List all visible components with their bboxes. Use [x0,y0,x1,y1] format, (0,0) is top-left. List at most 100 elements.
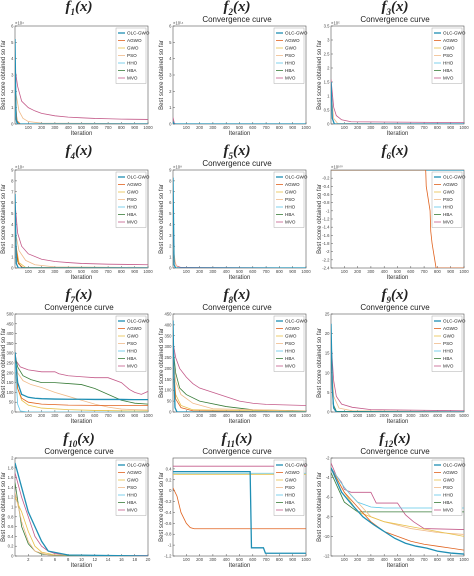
x-axis-label: Iteration [229,275,251,281]
y-tick-label: -8 [326,514,330,519]
y-tick-label: 15 [325,351,330,356]
x-tick-label: 400 [223,125,231,130]
x-tick-label: 1000 [143,413,153,418]
x-tick-label: 900 [289,125,297,130]
y-tick-label: -0.2 [164,499,172,504]
y-tick-label: 1 [11,105,14,110]
chart-title-function: f [381,287,387,303]
x-tick-label: 600 [249,125,257,130]
y-tick-label: 100 [165,388,173,393]
x-tick-label: 500 [341,413,349,418]
y-tick-label: 5 [169,40,172,45]
legend-entry: HHO [127,205,138,210]
y-axis-label: Best score obtained so far [159,472,165,542]
chart-subtitle: Convergence curve [202,303,272,312]
x-axis-label: Iteration [71,419,93,425]
x-axis-label: Iteration [71,275,93,281]
legend-entry: HBA [285,68,295,73]
chart-title: f4(x) [0,144,158,164]
x-axis-label: Iteration [229,419,251,425]
x-tick-label: 100 [183,413,191,418]
chart-subtitle: Convergence curve [202,159,272,168]
x-tick-label: 100 [25,125,33,130]
y-tick-label: 2 [11,456,14,461]
y-tick-label: 2 [11,89,14,94]
x-axis-label: Iteration [229,563,251,569]
y-tick-label: 200 [7,370,15,375]
x-tick-label: 900 [131,413,139,418]
x-tick-label: 200 [196,413,204,418]
legend-entry: PSO [127,485,137,490]
legend-entry: PSO [443,485,453,490]
legend-entry: GWO [443,334,455,339]
legend-entry: PSO [285,341,295,346]
chart-svg: 0 50 100 150 200 250 300 350 400 450 500 100 200 300 4… [1,312,153,426]
legend-entry: OLC-GWO [443,319,466,324]
chart-svg: 0 50 100 150 200 250 300 350 400 450 100 200 300 400 5… [159,312,311,426]
x-tick-label: 100 [25,413,33,418]
x-tick-label: 200 [354,125,362,130]
legend-entry: AGWO [443,38,458,43]
x-tick-label: 600 [407,269,415,274]
x-tick-label: 900 [447,557,455,562]
chart-title-argument: (x) [391,0,409,15]
chart-title-function: f [381,143,387,159]
y-tick-label: 9 [169,168,172,173]
chart-subtitle: Convergence curve [360,15,430,24]
x-tick-label: 300 [51,269,59,274]
chart-title-function: f [223,143,229,159]
x-tick-label: 4500 [446,413,456,418]
x-tick-label: 200 [196,557,204,562]
series-group [173,177,306,268]
chart-title-argument: (x) [233,143,251,159]
y-tick-label: -0.6 [164,521,172,526]
y-tick-label: 150 [165,377,173,382]
legend-entry: PSO [127,53,137,58]
chart-title-argument: (x) [75,143,93,159]
x-tick-label: 12 [92,557,97,562]
chart-title-argument: (x) [393,431,411,447]
y-exponent-label: ×10⁴ [15,165,24,170]
x-tick-label: 100 [341,269,349,274]
series-line-hba [331,472,464,513]
x-tick-label: 300 [51,413,59,418]
chart-svg: 0 0.2 0.4 0.6 0.8 1 1.2 1.4 1.6 1.8 2 2 4 6 8 10 12 14 16 1… [1,456,151,570]
legend: OLC-GWO AGWO GWO PSO HHO HBA MVO [115,315,150,372]
y-tick-label: 6 [11,200,14,205]
x-tick-label: 800 [276,269,284,274]
y-tick-label: 0.8 [8,514,14,519]
y-tick-label: 1 [11,255,14,260]
x-tick-label: 400 [381,269,389,274]
chart-panel-f6: f6(x) -2.4 -2.2 -2 -1.8 -1.6 -1.4 -1.2 -1 -0.8 -0.… [316,144,474,288]
legend-entry: AGWO [285,182,300,187]
series-line-olc-gwo [173,320,306,412]
x-tick-label: 2 [27,557,30,562]
chart-svg: -1.2 -1 -0.8 -0.6 -0.4 -0.2 0 0.2 0.4 100 200 300 40… [159,457,311,569]
legend-entry: HBA [127,68,137,73]
y-tick-label: 10 [325,370,330,375]
x-tick-label: 100 [183,557,191,562]
legend-entry: OLC-GWO [285,319,308,324]
legend-entry: PSO [443,53,453,58]
chart-svg: 0 1 2 3 4 5 6 100 200 300 400 500 600 700 800 900 1000 ×1… [1,21,153,138]
y-tick-label: -0.8 [322,200,330,205]
series-line-olc-gwo [15,352,148,401]
y-tick-label: 0 [169,410,172,415]
legend-entry: GWO [127,334,139,339]
x-tick-label: 700 [105,413,113,418]
chart-svg: 0 1 2 3 4 5 6 7 8 9 100 200 300 400 500 600 700 800 900 100… [1,165,153,282]
x-tick-label: 300 [209,413,217,418]
y-tick-label: 3 [11,233,14,238]
chart-svg: 0 5 10 15 20 25 500 1000 1500 2000 2500 3000 3500 400… [317,312,469,426]
chart-panel-f9: f9(x) Convergence curve 0 5 10 15 20 25 500 1000 1… [316,288,474,432]
legend-entry: GWO [127,46,139,51]
x-tick-label: 300 [51,125,59,130]
y-tick-label: -0.2 [322,176,330,181]
legend-entry: MVO [443,364,454,369]
y-tick-label: 5 [169,211,172,216]
x-tick-label: 600 [249,269,257,274]
legend-entry: MVO [127,508,138,513]
x-tick-label: 100 [341,557,349,562]
x-tick-label: 800 [276,413,284,418]
legend-entry: AGWO [127,38,142,43]
